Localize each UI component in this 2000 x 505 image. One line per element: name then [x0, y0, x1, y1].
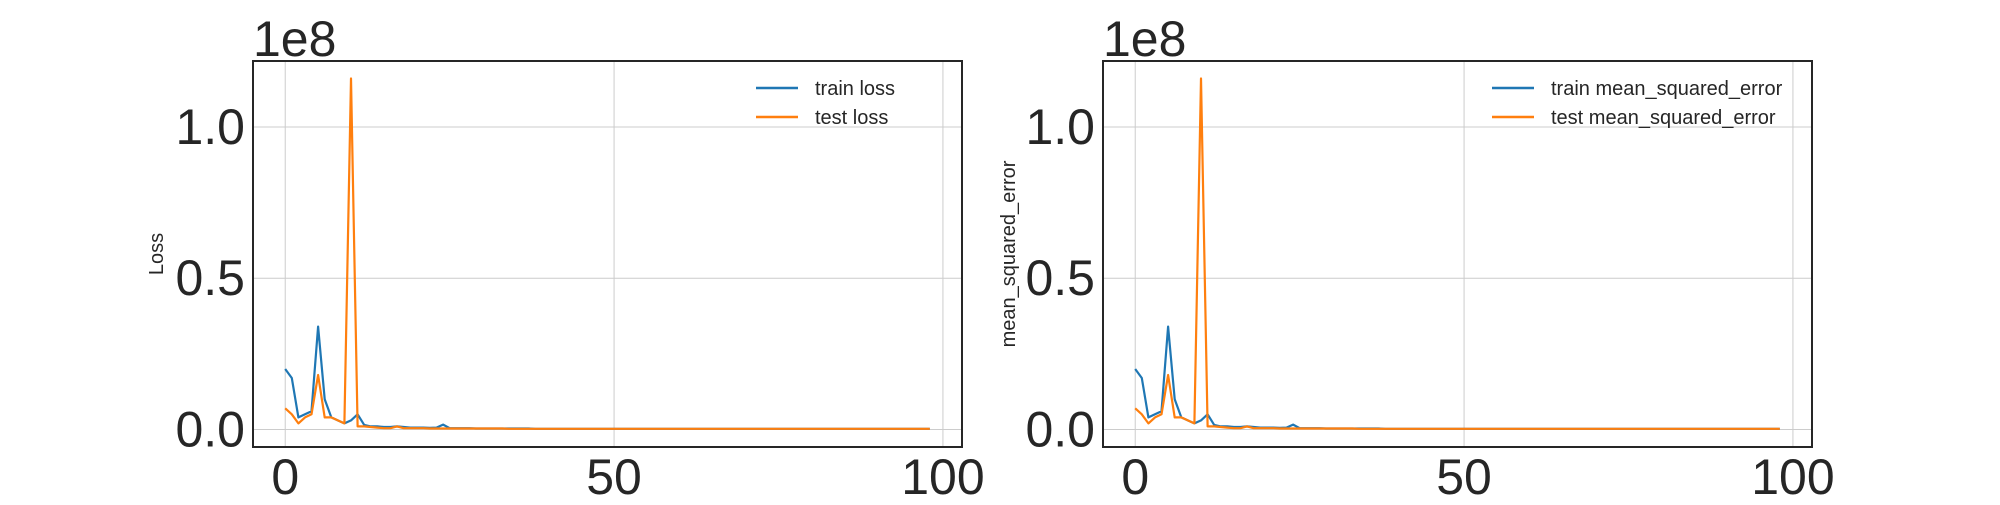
y-offset-label: 1e8 — [253, 11, 336, 67]
series-line-test — [284, 77, 930, 430]
y-tick-label: 0.5 — [175, 250, 245, 306]
x-tick-label: 100 — [1751, 449, 1834, 500]
x-tick-label: 0 — [1121, 449, 1149, 500]
plot-frame — [252, 60, 963, 448]
y-tick-label: 1.0 — [175, 99, 245, 155]
y-tick-label: 0.0 — [175, 401, 245, 457]
series-line-test — [1134, 77, 1780, 430]
y-tick-label: 1.0 — [1025, 99, 1095, 155]
legend-label-test: test loss — [815, 107, 888, 129]
x-tick-label: 0 — [271, 449, 299, 500]
y-tick-label: 0.0 — [1025, 401, 1095, 457]
plot-frame — [1102, 60, 1813, 448]
x-tick-label: 50 — [586, 449, 642, 500]
y-axis-label: mean_squared_error — [998, 160, 1020, 347]
y-axis-label: Loss — [146, 233, 168, 275]
legend-label-train: train loss — [815, 78, 895, 100]
y-offset-label: 1e8 — [1103, 11, 1186, 67]
y-tick-label: 0.5 — [1025, 250, 1095, 306]
x-tick-label: 50 — [1436, 449, 1492, 500]
legend-label-test: test mean_squared_error — [1551, 107, 1776, 129]
legend-label-train: train mean_squared_error — [1551, 78, 1783, 100]
x-tick-label: 100 — [901, 449, 984, 500]
